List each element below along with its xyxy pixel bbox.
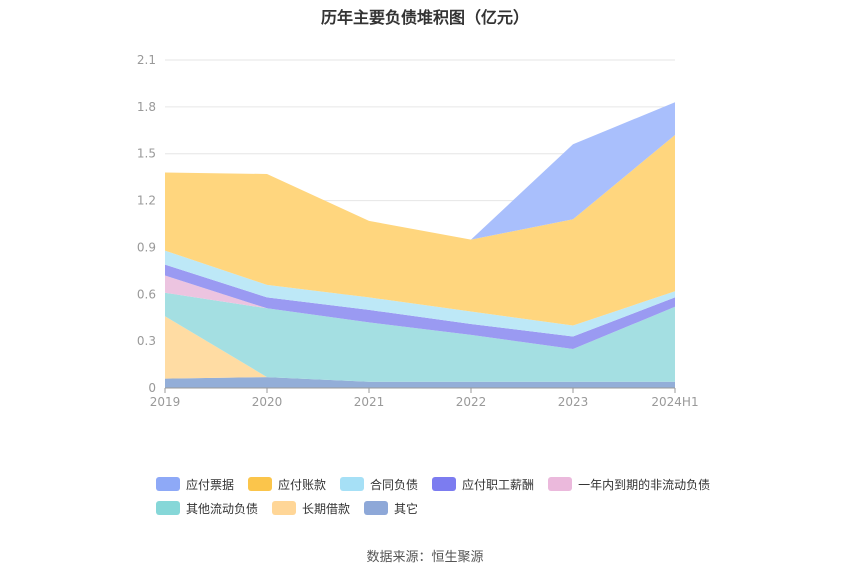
legend-row-2: 其他流动负债 长期借款 其它 bbox=[156, 496, 716, 520]
x-tick-label: 2024H1 bbox=[651, 395, 698, 409]
legend-label: 应付职工薪酬 bbox=[462, 477, 535, 492]
legend-item[interactable]: 长期借款 bbox=[272, 500, 350, 517]
y-tick-label: 0.6 bbox=[137, 287, 156, 301]
y-tick-label: 0.9 bbox=[137, 240, 156, 254]
source-note: 数据来源：恒生聚源 bbox=[366, 550, 484, 565]
area-series bbox=[165, 316, 675, 382]
legend-swatch bbox=[340, 477, 365, 491]
x-tick-label: 2023 bbox=[558, 395, 589, 409]
chart-title: 历年主要负债堆积图（亿元） bbox=[320, 8, 529, 27]
legend: 应付票据 应付账款 合同负债 应付职工薪酬 一年内到期的非流动负债 其他流动负债 长期借款… bbox=[156, 472, 716, 520]
y-tick-label: 2.1 bbox=[137, 53, 156, 67]
y-tick-label: 1.2 bbox=[137, 194, 156, 208]
legend-item[interactable]: 一年内到期的非流动负债 bbox=[548, 476, 710, 493]
legend-swatch bbox=[156, 501, 180, 515]
legend-swatch bbox=[432, 477, 457, 491]
y-tick-label: 1.5 bbox=[137, 147, 156, 161]
area-series bbox=[165, 102, 675, 240]
legend-row-1: 应付票据 应付账款 合同负债 应付职工薪酬 一年内到期的非流动负债 bbox=[156, 472, 716, 496]
x-tick-label: 2020 bbox=[252, 395, 283, 409]
legend-item[interactable]: 应付账款 bbox=[248, 476, 326, 493]
legend-label: 其它 bbox=[394, 501, 419, 516]
area-series bbox=[165, 135, 675, 326]
legend-swatch bbox=[248, 477, 273, 491]
legend-item[interactable]: 其他流动负债 bbox=[156, 500, 258, 517]
x-tick-label: 2022 bbox=[456, 395, 487, 409]
legend-label: 长期借款 bbox=[302, 501, 351, 516]
y-tick-label: 0.3 bbox=[137, 334, 156, 348]
area-series bbox=[165, 250, 675, 337]
area-layers bbox=[165, 102, 675, 388]
y-tick-label: 0 bbox=[148, 381, 156, 395]
legend-swatch bbox=[272, 501, 297, 515]
area-series bbox=[165, 377, 675, 388]
legend-item[interactable]: 其它 bbox=[364, 500, 418, 517]
legend-label: 应付账款 bbox=[278, 477, 327, 492]
y-tick-label: 1.8 bbox=[137, 100, 156, 114]
legend-swatch bbox=[548, 477, 573, 491]
area-series bbox=[165, 264, 675, 349]
legend-item[interactable]: 合同负债 bbox=[340, 476, 418, 493]
axes: 0 0.3 0.6 0.9 1.2 1.5 1.8 2.1 2019 2020 2021 2022 20… bbox=[137, 53, 699, 409]
legend-item[interactable]: 应付票据 bbox=[156, 476, 234, 493]
legend-label: 合同负债 bbox=[370, 477, 419, 492]
legend-swatch bbox=[364, 501, 389, 515]
legend-item[interactable]: 应付职工薪酬 bbox=[432, 476, 534, 493]
legend-label: 应付票据 bbox=[186, 477, 235, 492]
x-tick-label: 2019 bbox=[150, 395, 181, 409]
area-series bbox=[165, 292, 675, 382]
legend-swatch bbox=[156, 477, 180, 491]
legend-label: 一年内到期的非流动负债 bbox=[578, 477, 711, 492]
x-tick-label: 2021 bbox=[354, 395, 385, 409]
legend-label: 其他流动负债 bbox=[186, 501, 259, 516]
